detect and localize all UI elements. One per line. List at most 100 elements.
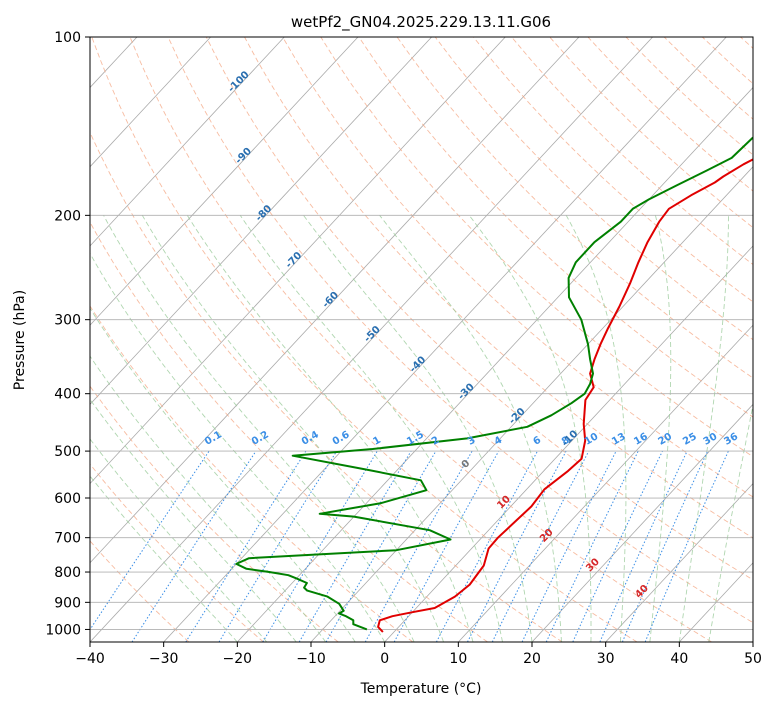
dry-adiabat-line	[90, 131, 563, 642]
moist-adiabat-label: 0	[460, 458, 473, 471]
background-lines	[0, 37, 753, 642]
x-tick-label: −10	[296, 651, 326, 667]
mixing-ratio-line	[644, 450, 729, 642]
moist-adiabat-line	[708, 402, 753, 642]
moist-adiabat-line	[239, 215, 503, 642]
dewpoint-profile	[235, 136, 753, 631]
mixing-ratio-line	[545, 450, 639, 642]
x-tick-label: 10	[449, 651, 467, 667]
x-tick-label: 40	[670, 651, 688, 667]
isotherm-line	[90, 37, 211, 168]
dry-adiabat-line	[434, 37, 753, 341]
y-tick-label: 100	[54, 30, 81, 46]
mixing-ratio-label: 30	[702, 431, 720, 448]
x-axis: −40 −30 −20 −10 0 10 20 30 40 50	[75, 642, 762, 667]
dry-adiabat-line	[90, 540, 190, 642]
moist-adiabat-line	[379, 215, 562, 642]
mixing-ratio-label: 2	[430, 435, 442, 448]
isotherm-line	[679, 562, 753, 642]
y-tick-label: 700	[54, 531, 81, 547]
moist-adiabat-label: 40	[633, 583, 651, 601]
mixing-ratio-line	[364, 450, 473, 642]
mixing-ratio-line	[90, 450, 210, 631]
moist-adiabat-line	[90, 252, 386, 642]
y-tick-label: 800	[54, 565, 81, 581]
x-tick-label: −20	[223, 651, 253, 667]
profiles	[235, 136, 753, 633]
y-tick-label: 1000	[45, 622, 81, 638]
adiabat-label: -50	[362, 324, 383, 345]
adiabat-label: -40	[408, 355, 429, 376]
x-tick-label: −30	[149, 651, 179, 667]
moist-adiabat-line	[90, 398, 297, 642]
mixing-ratio-line	[599, 450, 688, 642]
mixing-ratio-label: 1	[371, 435, 383, 448]
isotherm-line	[90, 37, 432, 405]
mixing-ratio-label: 0.6	[331, 429, 352, 447]
x-tick-label: 50	[744, 651, 762, 667]
dry-adiabat-line	[91, 37, 638, 642]
adiabat-label: -80	[254, 203, 275, 224]
isotherm-line	[605, 482, 753, 642]
isotherm-line	[90, 37, 653, 642]
moist-adiabat-line	[103, 215, 415, 642]
isotherm-line	[90, 37, 506, 485]
y-tick-label: 500	[54, 444, 81, 460]
mixing-ratio-line	[491, 450, 590, 642]
mixing-ratio-line	[185, 450, 307, 642]
mixing-ratio-label: 36	[722, 431, 740, 448]
moist-adiabat-label: 30	[584, 557, 602, 575]
dry-adiabat-line	[663, 37, 753, 120]
y-axis: 100 200 300 400 500 600 700 800 900 1000	[45, 30, 90, 638]
mixing-ratio-line	[218, 450, 338, 642]
moist-adiabat-line	[303, 215, 533, 642]
dry-adiabat-line	[244, 37, 753, 539]
mixing-ratio-label: 0.2	[250, 429, 271, 447]
plot-frame	[89, 36, 754, 643]
mixing-ratio-line	[262, 450, 378, 642]
moist-adiabat-line	[186, 215, 474, 642]
x-tick-label: −40	[75, 651, 105, 667]
isotherm-line	[237, 86, 753, 642]
isotherm-line	[90, 37, 580, 564]
mixing-ratio-line	[572, 450, 663, 642]
y-tick-label: 200	[54, 208, 81, 224]
mixing-ratio-label: 6	[532, 435, 544, 448]
mixing-ratio-line	[131, 450, 257, 642]
mixing-ratio-line	[393, 450, 500, 642]
x-tick-label: 0	[380, 651, 389, 667]
mixing-ratio-label: 8	[560, 435, 572, 448]
isotherm-line	[458, 324, 753, 642]
chart-title: wetPf2_GN04.2025.229.13.11.G06	[291, 13, 551, 32]
moist-adiabat-line	[90, 438, 268, 642]
isotherm-line	[90, 37, 359, 326]
y-axis-label: Pressure (hPa)	[12, 290, 28, 390]
moist-adiabat-label: 20	[538, 527, 556, 545]
mixing-ratio-label: 3	[466, 435, 478, 448]
x-axis-label: Temperature (°C)	[360, 681, 482, 697]
mixing-ratio-line	[435, 450, 538, 642]
dry-adiabat-line	[320, 37, 753, 458]
dry-adiabat-line	[282, 37, 753, 498]
mixing-ratio-label: 4	[493, 435, 505, 448]
isotherm-line	[531, 403, 753, 642]
moist-adiabat-line	[90, 475, 238, 642]
adiabat-label: -100	[226, 69, 252, 95]
mixing-ratio-label: 0.1	[203, 429, 224, 447]
moist-adiabat-line	[141, 215, 445, 642]
dry-adiabat-line	[358, 37, 753, 418]
mixing-ratio-label: 16	[632, 431, 650, 448]
dry-adiabat-line	[511, 37, 753, 266]
dry-adiabat-line	[90, 305, 414, 642]
dry-adiabat-line	[701, 37, 753, 85]
mixing-ratio-label: 0.4	[300, 429, 321, 447]
dry-adiabat-line	[740, 37, 753, 49]
isotherm-line	[752, 641, 753, 642]
adiabat-label: -60	[321, 290, 342, 311]
y-tick-label: 400	[54, 387, 81, 403]
isotherm-line	[0, 37, 63, 642]
isotherm-line	[384, 245, 753, 642]
isotherm-line	[163, 37, 727, 642]
moist-adiabat-line	[678, 215, 729, 642]
